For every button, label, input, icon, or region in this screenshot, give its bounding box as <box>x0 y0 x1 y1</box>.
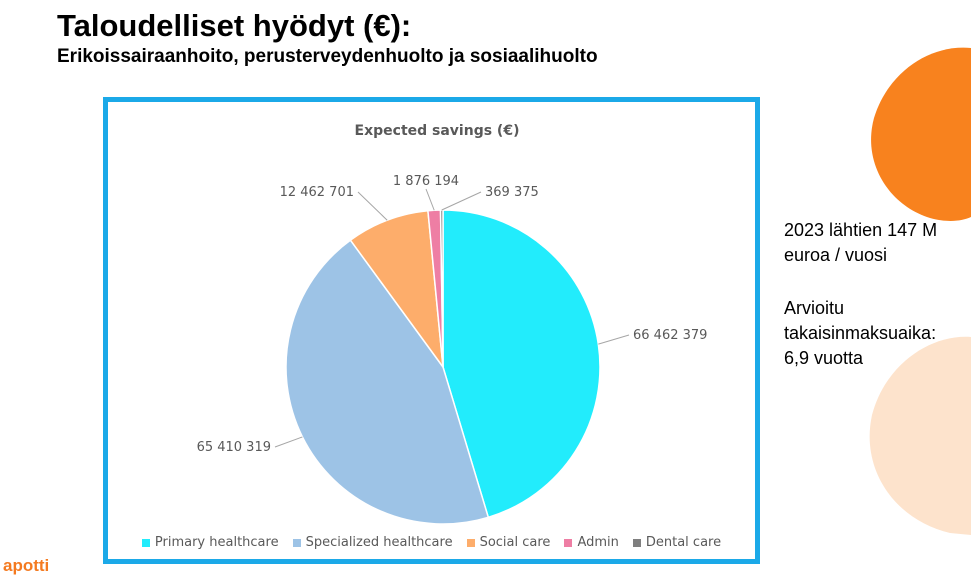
data-label-social-care: 12 462 701 <box>280 185 354 200</box>
leader-line-primary-healthcare <box>598 334 630 345</box>
apotti-logo: apotti <box>3 556 50 575</box>
legend-swatch <box>632 538 641 547</box>
legend-item-admin: Admin <box>564 535 619 550</box>
legend-label: Specialized healthcare <box>305 535 453 550</box>
payback-line-2: takaisinmaksuaika: <box>784 323 937 343</box>
legend-swatch <box>292 538 301 547</box>
peach-blob <box>869 336 971 535</box>
leader-line-specialized-healthcare <box>274 436 303 448</box>
pie-slice-social-care <box>349 209 445 370</box>
legend-label: Primary healthcare <box>154 535 279 550</box>
legend-item-specialized-healthcare: Specialized healthcare <box>292 535 453 550</box>
data-label-primary-healthcare: 66 462 379 <box>633 328 707 343</box>
chart-legend: Primary healthcare Specialized healthcare… <box>108 535 755 550</box>
pie-slice-specialized-healthcare <box>285 239 490 525</box>
payback-line-3: 6,9 vuotta <box>784 348 864 368</box>
legend-item-dental-care: Dental care <box>632 535 722 550</box>
pie-chart: Expected savings (€) 66 462 379 65 410 31… <box>197 123 707 525</box>
payback-line-1: Arvioitu <box>784 298 845 318</box>
payback-text: Arvioitu takaisinmaksuaika: 6,9 vuotta <box>784 296 936 371</box>
pie-slice-dental-care <box>439 209 444 368</box>
legend-label: Admin <box>577 535 619 550</box>
chart-frame: Expected savings (€) 66 462 379 65 410 31… <box>103 97 760 564</box>
legend-item-social-care: Social care <box>466 535 551 550</box>
leader-line-social-care <box>357 191 388 221</box>
chart-title: Expected savings (€) <box>355 123 520 139</box>
slide-title: Taloudelliset hyödyt (€): <box>57 8 412 43</box>
legend-label: Dental care <box>645 535 722 550</box>
annual-savings-line-1: 2023 lähtien 147 M <box>784 220 938 240</box>
annual-savings-text: 2023 lähtien 147 M euroa / vuosi <box>784 218 937 268</box>
leader-line-admin <box>425 188 435 211</box>
pie-slice-primary-healthcare <box>442 209 601 519</box>
data-label-specialized-healthcare: 65 410 319 <box>197 440 271 455</box>
leader-line-dental-care <box>441 191 482 211</box>
legend-swatch <box>564 538 573 547</box>
data-label-admin: 1 876 194 <box>393 174 459 189</box>
legend-item-primary-healthcare: Primary healthcare <box>141 535 279 550</box>
annual-savings-line-2: euroa / vuosi <box>784 245 888 265</box>
orange-blob <box>871 47 971 221</box>
legend-swatch <box>466 538 475 547</box>
slide-subtitle: Erikoissairaanhoito, perusterveydenhuolt… <box>57 46 598 67</box>
data-label-dental-care: 369 375 <box>485 185 539 200</box>
legend-swatch <box>141 538 150 547</box>
legend-label: Social care <box>479 535 551 550</box>
